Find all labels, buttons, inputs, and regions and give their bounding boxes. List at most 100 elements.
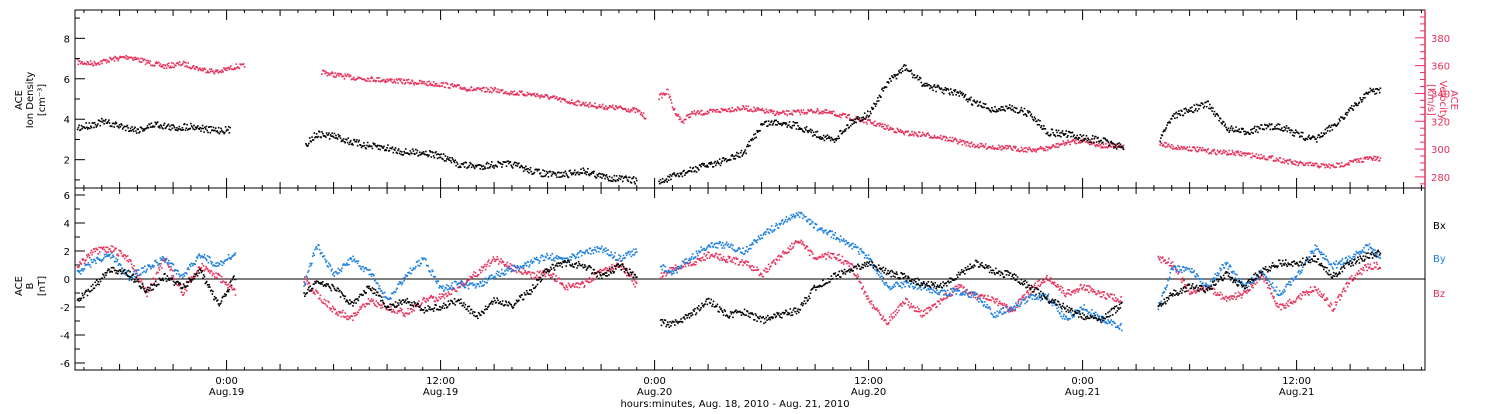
- density-point: [852, 120, 854, 122]
- by-point: [129, 280, 131, 282]
- density-point: [1345, 112, 1347, 114]
- bz-point: [417, 306, 419, 308]
- bz-point: [348, 319, 350, 321]
- density-point: [952, 94, 954, 96]
- density-point: [99, 120, 101, 122]
- density-point: [1328, 127, 1330, 129]
- density-point: [848, 127, 850, 129]
- bz-point: [935, 303, 937, 305]
- density-point: [805, 129, 807, 131]
- density-point: [534, 172, 536, 174]
- bz-point: [128, 261, 130, 263]
- density-point: [996, 109, 998, 111]
- bz-point: [1237, 295, 1239, 297]
- bz-point: [848, 265, 850, 267]
- density-point: [1034, 116, 1036, 118]
- bz-point: [1230, 295, 1232, 297]
- velocity-point: [737, 106, 739, 108]
- velocity-point: [1223, 149, 1225, 151]
- bz-point: [1354, 277, 1356, 279]
- density-point: [371, 146, 373, 148]
- velocity-point: [1221, 153, 1223, 155]
- bz-point: [545, 276, 547, 278]
- density-point: [1031, 113, 1033, 115]
- bz-point: [92, 252, 94, 254]
- density-point: [468, 166, 470, 168]
- velocity-point: [1015, 146, 1017, 148]
- density-point: [941, 88, 943, 90]
- density-point: [1273, 128, 1275, 130]
- bz-point: [984, 295, 986, 297]
- velocity-point: [701, 110, 703, 112]
- velocity-point: [1236, 152, 1238, 154]
- density-point: [137, 129, 139, 131]
- density-point: [347, 142, 349, 144]
- density-point: [725, 158, 727, 160]
- bz-point: [672, 269, 674, 271]
- velocity-point: [1194, 148, 1196, 150]
- bz-point: [1369, 266, 1371, 268]
- bz-point: [129, 259, 131, 261]
- bz-point: [1335, 301, 1337, 303]
- bz-point: [555, 275, 557, 277]
- velocity-point: [443, 82, 445, 84]
- density-point: [555, 173, 557, 175]
- bz-point: [601, 270, 603, 272]
- bz-point: [849, 263, 851, 265]
- bz-point: [1250, 284, 1252, 286]
- velocity-point: [1347, 164, 1349, 166]
- density-point: [350, 140, 352, 142]
- velocity-point: [222, 71, 224, 73]
- velocity-point: [402, 83, 404, 85]
- bz-point: [1318, 288, 1320, 290]
- velocity-point: [1272, 155, 1274, 157]
- density-point: [666, 181, 668, 183]
- velocity-point: [1380, 157, 1382, 159]
- density-point: [617, 180, 619, 182]
- bz-point: [481, 266, 483, 268]
- velocity-point: [668, 94, 670, 96]
- velocity-point: [334, 72, 336, 74]
- density-point: [577, 171, 579, 173]
- density-point: [221, 130, 223, 132]
- density-point: [316, 133, 318, 135]
- density-point: [962, 94, 964, 96]
- velocity-point: [353, 77, 355, 79]
- bz-point: [626, 275, 628, 277]
- velocity-point: [1191, 150, 1193, 152]
- bz-point: [1339, 294, 1341, 296]
- density-point: [840, 130, 842, 132]
- density-point: [391, 148, 393, 150]
- density-point: [579, 172, 581, 174]
- bz-point: [1083, 284, 1085, 286]
- velocity-point: [933, 137, 935, 139]
- density-point: [659, 183, 661, 185]
- bz-point: [945, 293, 947, 295]
- velocity-point: [1240, 151, 1242, 153]
- bz-point: [474, 275, 476, 277]
- bz-point: [1301, 295, 1303, 297]
- density-point: [483, 165, 485, 167]
- bz-point: [418, 300, 420, 302]
- bz-point: [524, 272, 526, 274]
- bz-point: [334, 309, 336, 311]
- density-point: [334, 133, 336, 135]
- velocity-point: [1040, 146, 1042, 148]
- density-point: [886, 86, 888, 88]
- velocity-point: [727, 110, 729, 112]
- density-point: [852, 123, 854, 125]
- density-point: [1258, 126, 1260, 128]
- velocity-point: [1035, 149, 1037, 151]
- density-point: [339, 135, 341, 137]
- velocity-point: [967, 142, 969, 144]
- bz-point: [524, 270, 526, 272]
- density-point: [427, 154, 429, 156]
- velocity-point: [366, 80, 368, 82]
- bz-point: [1355, 274, 1357, 276]
- by-point: [84, 268, 86, 270]
- bz-point: [876, 308, 878, 310]
- bz-point: [393, 309, 395, 311]
- bz-point: [503, 261, 505, 263]
- velocity-point: [1325, 167, 1327, 169]
